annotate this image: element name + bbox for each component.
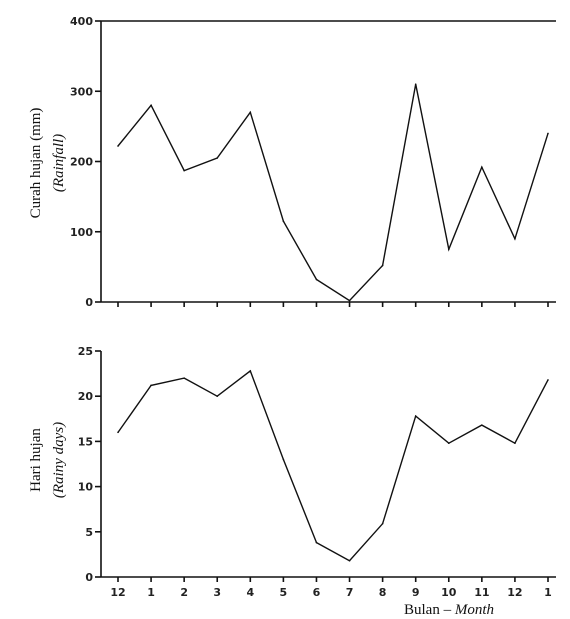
rainfall-data-point: [547, 132, 549, 135]
rainfall-y-tick-label: 300: [70, 85, 93, 98]
rainy-days-y-tick-label: 5: [85, 526, 93, 539]
rainy-days-data-point: [481, 424, 483, 426]
rainfall-data-point: [315, 278, 318, 281]
rainfall-data-point: [481, 166, 483, 168]
rainy-days-x-tick-label: 12: [110, 586, 125, 599]
rainy-days-data-point: [150, 384, 152, 387]
rainy-days-data-point: [447, 442, 450, 445]
rainy-days-data-point: [282, 458, 285, 461]
rainy-days-data-point: [547, 379, 549, 381]
rainy-days-x-tick-label: 8: [379, 586, 387, 599]
rainy-days-x-tick-label: 6: [313, 586, 321, 599]
rainy-days-data-point: [249, 370, 252, 372]
rainy-days-data-point: [381, 522, 384, 525]
rainy-days-data-point: [514, 442, 516, 445]
rainy-days-x-tick-label: 1: [544, 586, 552, 599]
rainfall-y-tick-label: 400: [70, 15, 93, 28]
rainfall-y-tick-label: 0: [85, 296, 93, 309]
rainy-days-data-point: [117, 431, 119, 434]
rainy-days-data-point: [315, 541, 318, 544]
rainy-days-series-line: [117, 369, 549, 562]
rainy-days-data-point: [348, 559, 351, 562]
rainy-days-ylabel-en: (Rainy days): [51, 422, 67, 498]
rainfall-chart: 0 100 200 300 400: [70, 15, 556, 309]
rainy-days-x-tick-label: 1: [147, 586, 155, 599]
x-axis-title-main: Bulan: [404, 602, 440, 618]
rainy-days-data-point: [414, 415, 417, 417]
rainy-days-ylabel: Hari hujan: [28, 428, 44, 492]
rainfall-data-point: [414, 83, 417, 86]
rainy-days-x-tick-label: 4: [246, 586, 254, 599]
rainfall-data-point: [348, 299, 351, 302]
rainy-days-x-tick-label: 7: [346, 586, 354, 599]
rainfall-data-point: [117, 145, 119, 147]
rainy-days-x-tick-label: 5: [280, 586, 288, 599]
rainy-days-x-tick-label: 11: [474, 586, 489, 599]
rainy-days-x-tick-label: 10: [441, 586, 457, 599]
rainfall-y-tick-label: 200: [70, 156, 93, 169]
x-axis-title-en: Month: [454, 602, 494, 618]
rainy-days-x-tick-label: 3: [213, 586, 221, 599]
rainy-days-x-tick-label: 9: [412, 586, 420, 599]
x-axis-title: Bulan – Month: [404, 602, 494, 618]
rainfall-data-point: [150, 104, 152, 107]
rainy-days-data-point: [216, 395, 219, 398]
rainfall-data-point: [447, 248, 450, 251]
rainfall-data-point: [514, 237, 516, 240]
rainfall-ylabel: Curah hujan (mm): [28, 108, 44, 219]
rainfall-data-point: [183, 169, 185, 172]
rainy-days-x-tick-label: 12: [507, 586, 522, 599]
rainfall-ylabel-en: (Rainfall): [51, 134, 67, 192]
rainy-days-y-tick-label: 20: [78, 390, 94, 403]
rainy-days-y-tick-label: 10: [78, 481, 94, 494]
rainy-days-data-point: [183, 377, 185, 379]
rainy-days-y-tick-label: 15: [78, 435, 93, 448]
rainy-days-x-tick-label: 2: [180, 586, 188, 599]
x-axis-title-sep: –: [440, 602, 455, 618]
rainfall-series-line: [117, 84, 549, 302]
rainy-days-y-tick-label: 25: [78, 345, 93, 358]
rainy-days-y-tick-label: 0: [85, 571, 93, 584]
rainfall-y-tick-label: 100: [70, 226, 93, 239]
rainfall-data-point: [216, 157, 219, 159]
rainfall-data-point: [282, 220, 285, 223]
rainfall-data-point: [381, 264, 384, 267]
rainfall-data-point: [249, 111, 252, 114]
